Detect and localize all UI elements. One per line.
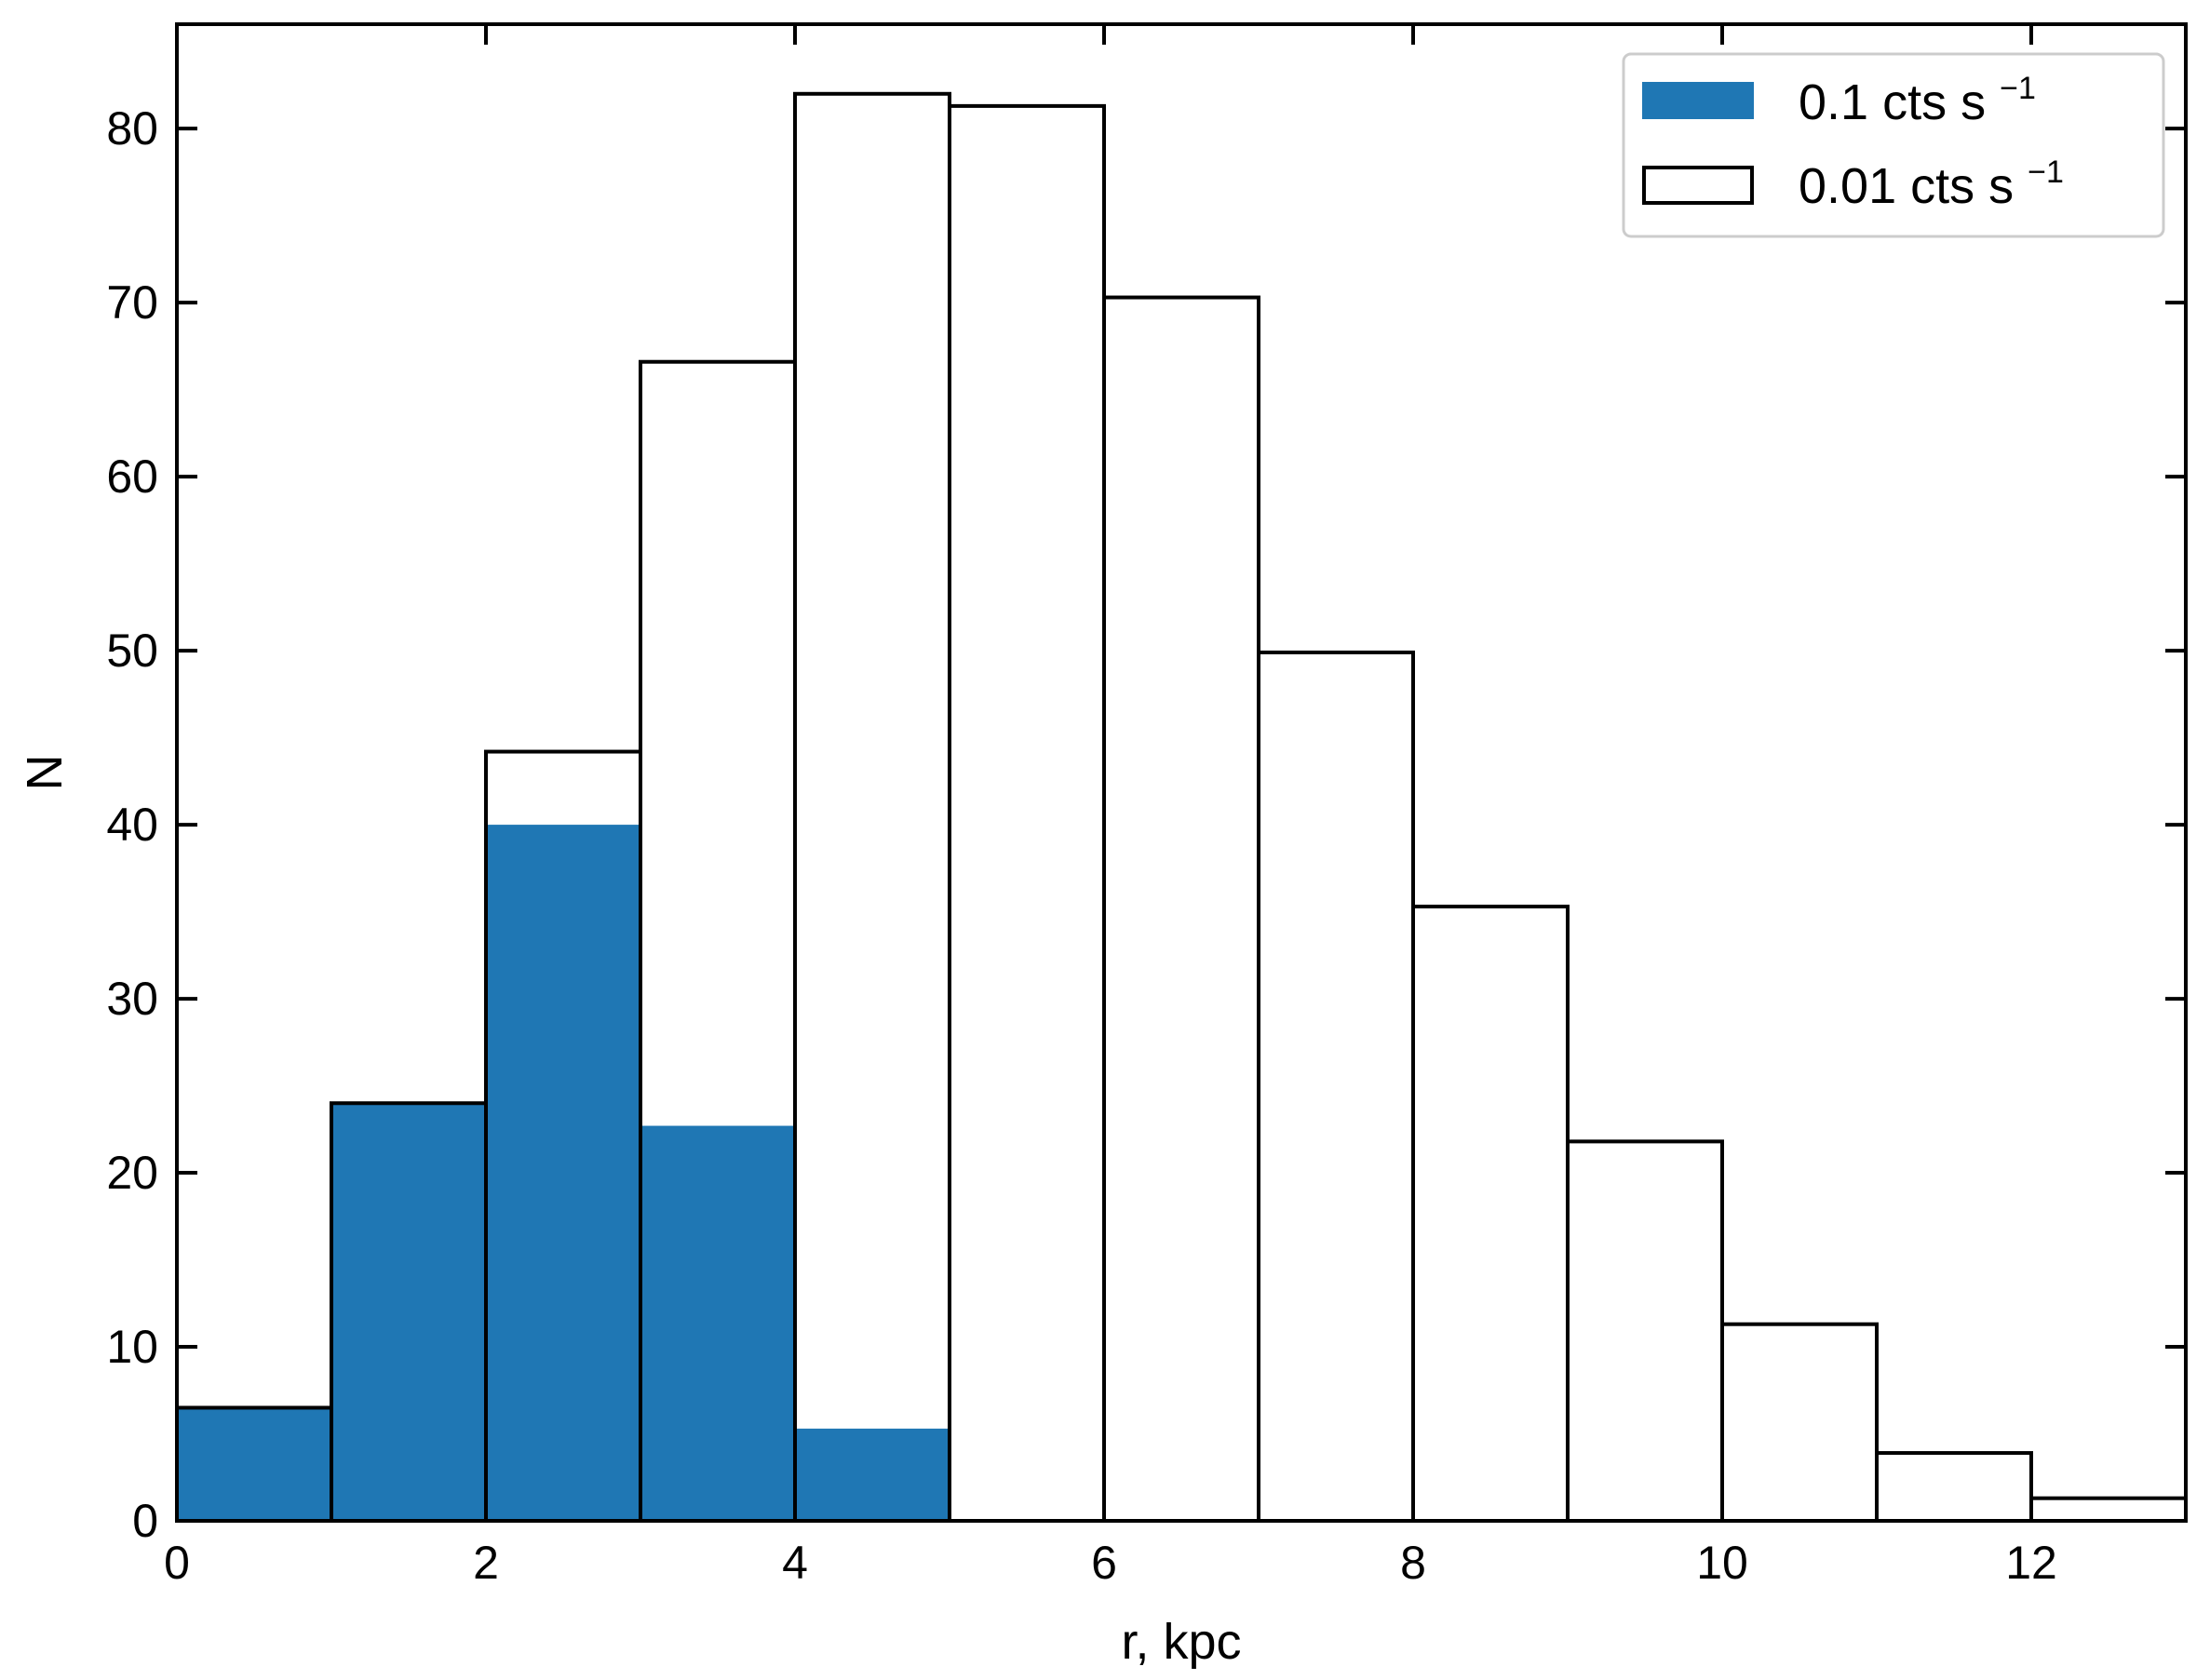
legend-swatch-outline (1642, 166, 1754, 205)
legend-entry-name: 0.01 cts s (1799, 158, 2014, 214)
filled-bar (331, 1103, 486, 1521)
y-tick-label: 50 (106, 625, 158, 677)
legend-swatch-filled (1642, 82, 1754, 119)
y-tick-label: 40 (106, 799, 158, 851)
x-tick-label: 2 (473, 1537, 499, 1589)
y-tick-label: 30 (106, 973, 158, 1025)
x-tick-label: 12 (2005, 1537, 2057, 1589)
legend-box (1622, 52, 2165, 238)
outline-bar (1875, 1451, 2033, 1524)
filled-bar (640, 1125, 795, 1521)
outline-bar (2029, 1496, 2188, 1523)
y-tick-label: 10 (106, 1321, 158, 1373)
filled-bars-group (177, 825, 950, 1521)
outline-bar (1102, 295, 1260, 1524)
outline-bar (1566, 1139, 1724, 1524)
x-tick-label: 6 (1091, 1537, 1117, 1589)
outline-bar (948, 103, 1106, 1524)
x-tick-label: 10 (1696, 1537, 1748, 1589)
legend-entry-label: 0.1 cts s −1 (1799, 71, 2036, 130)
x-axis-label: r, kpc (1121, 1614, 1241, 1670)
y-tick-label: 60 (106, 450, 158, 503)
outline-bar (1720, 1322, 1879, 1524)
outline-bar (1257, 650, 1415, 1523)
outline-bar (1411, 904, 1570, 1523)
legend-entry-superscript: −1 (2028, 155, 2064, 190)
y-tick-label: 70 (106, 276, 158, 329)
filled-bar (486, 825, 640, 1521)
x-tick-label: 0 (164, 1537, 190, 1589)
legend-entry-name: 0.1 cts s (1799, 74, 1986, 130)
x-tick-label: 4 (782, 1537, 808, 1589)
legend-entry-label: 0.01 cts s −1 (1799, 155, 2064, 214)
x-tick-label: 8 (1400, 1537, 1426, 1589)
y-tick-label: 80 (106, 102, 158, 155)
ticks-group (175, 24, 2186, 1523)
outline-bar (793, 91, 951, 1524)
filled-bar (177, 1407, 331, 1521)
legend-entry-superscript: −1 (2000, 71, 2036, 106)
y-tick-label: 0 (132, 1495, 158, 1547)
y-tick-label: 20 (106, 1147, 158, 1199)
tick-labels-group: 0 2 4 6 8 10 12 0 10 20 30 40 50 60 70 80 (106, 102, 2056, 1589)
y-axis-label: N (17, 755, 73, 791)
axes-frame (175, 22, 2188, 1523)
legend: 0.1 cts s −1 0.01 cts s −1 (1622, 52, 2165, 238)
filled-bar (795, 1428, 950, 1521)
